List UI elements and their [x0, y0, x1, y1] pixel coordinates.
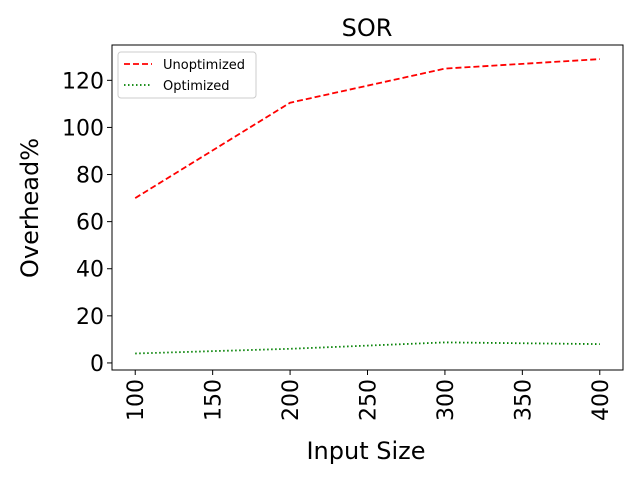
x-tick-label: 300: [434, 379, 459, 421]
x-axis-title: Input Size: [306, 437, 425, 465]
x-tick-label: 200: [279, 379, 304, 421]
x-tick-label: 150: [202, 379, 227, 421]
x-tick-label: 400: [589, 379, 614, 421]
legend-label-optimized: Optimized: [163, 79, 230, 94]
y-tick-label: 100: [62, 116, 104, 141]
series-line-optimized: [135, 341, 600, 355]
y-tick-label: 20: [76, 305, 104, 330]
x-tick-label: 100: [124, 379, 149, 421]
legend-label-unoptimized: Unoptimized: [163, 58, 245, 73]
y-tick-label: 120: [62, 69, 104, 94]
legend: Unoptimized Optimized: [117, 51, 257, 99]
legend-box: [117, 51, 257, 99]
y-tick-label: 40: [76, 258, 104, 283]
plot-lines: [134, 58, 600, 355]
chart-title: SOR: [342, 14, 393, 42]
x-tick-label: 250: [357, 379, 382, 421]
x-axis-ticks: 100 150 200 250 300 350 400: [124, 370, 614, 421]
y-tick-label: 80: [76, 164, 104, 189]
y-axis-ticks: 0 20 40 60 80 100 120: [62, 69, 112, 377]
x-tick-label: 350: [511, 379, 536, 421]
y-axis-title: Overhead%: [16, 138, 44, 278]
y-tick-label: 60: [76, 211, 104, 236]
series-line-unoptimized: [134, 58, 600, 199]
y-tick-label: 0: [90, 352, 104, 377]
